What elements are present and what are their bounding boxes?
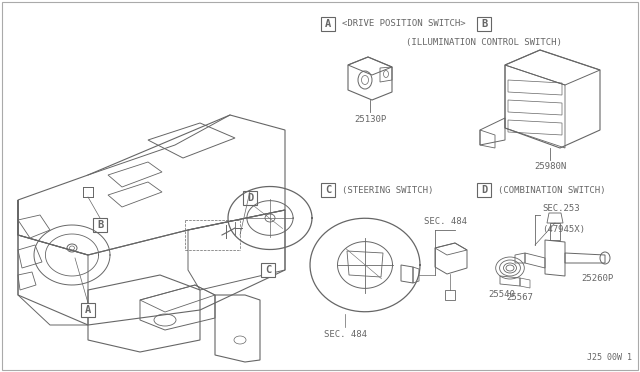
Text: <DRIVE POSITION SWITCH>: <DRIVE POSITION SWITCH> [342,19,466,29]
Text: 25980N: 25980N [534,162,566,171]
Text: A: A [325,19,331,29]
Bar [321,183,335,197]
Text: SEC. 484: SEC. 484 [323,330,367,339]
Text: (STEERING SWITCH): (STEERING SWITCH) [342,186,433,195]
Text: J25 00W 1: J25 00W 1 [587,353,632,362]
Bar [477,17,491,31]
Text: (ILLUMINATION CONTROL SWITCH): (ILLUMINATION CONTROL SWITCH) [406,38,562,47]
Text: B: B [481,19,487,29]
Text: SEC. 484: SEC. 484 [424,217,467,226]
Text: 25540: 25540 [488,290,515,299]
Text: 25260P: 25260P [581,274,613,283]
Text: C: C [265,265,271,275]
Bar [321,17,335,31]
Bar [93,218,107,232]
Bar [477,183,491,197]
Text: SEC.253: SEC.253 [542,204,580,213]
Bar [261,263,275,277]
Bar [81,303,95,317]
Text: (47945X): (47945X) [542,225,585,234]
Text: B: B [97,220,103,230]
Text: D: D [247,193,253,203]
Text: A: A [85,305,91,315]
Text: D: D [481,185,487,195]
Text: 25567: 25567 [507,293,533,302]
Bar [243,191,257,205]
Text: 25130P: 25130P [354,115,386,124]
Text: C: C [325,185,331,195]
Text: (COMBINATION SWITCH): (COMBINATION SWITCH) [498,186,605,195]
